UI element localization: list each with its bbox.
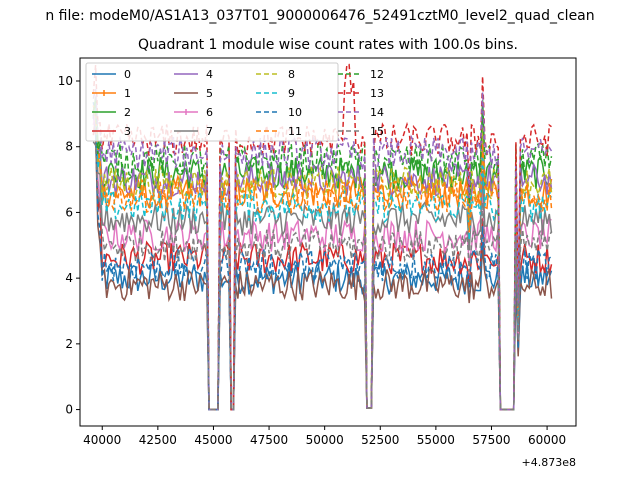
x-axis: 40000 42500 45000 47500 50000 52500 55000 57500… (83, 426, 566, 447)
x-tick-label: 60000 (528, 433, 566, 447)
y-tick-label: 2 (65, 337, 73, 351)
series-line-8 (92, 109, 553, 411)
legend-label: 12 (370, 68, 384, 81)
x-tick-label: 45000 (194, 433, 232, 447)
x-tick-label: 52500 (361, 433, 399, 447)
x-tick-label: 55000 (417, 433, 455, 447)
series-line-11 (92, 105, 553, 411)
x-tick-label: 40000 (83, 433, 121, 447)
legend-label: 15 (370, 125, 384, 138)
y-tick-label: 4 (65, 271, 73, 285)
x-tick-label: 42500 (139, 433, 177, 447)
legend-label: 6 (206, 106, 213, 119)
legend-label: 14 (370, 106, 384, 119)
series-line-4 (92, 114, 553, 411)
x-offset-text: +4.873e8 (522, 456, 576, 469)
plot-frame (79, 57, 577, 427)
legend-label: 4 (206, 68, 213, 81)
chart-title: Quadrant 1 module wise count rates with … (138, 37, 518, 53)
y-tick-label: 8 (65, 140, 73, 154)
x-tick-label: 57500 (472, 433, 510, 447)
legend-label: 10 (288, 106, 302, 119)
y-axis: 0 2 4 6 8 10 (58, 74, 80, 417)
legend-label: 1 (124, 87, 131, 100)
legend-label: 7 (206, 125, 213, 138)
legend-box (85, 62, 339, 142)
legend-label: 2 (124, 106, 131, 119)
series-line-6 (92, 113, 552, 411)
legend-label: 13 (370, 87, 384, 100)
x-tick-label: 47500 (250, 433, 288, 447)
x-tick-label: 50000 (306, 433, 344, 447)
series-line-14 (92, 89, 553, 411)
legend-label: 5 (206, 87, 213, 100)
legend-label: 9 (288, 87, 295, 100)
series-line-10 (92, 128, 552, 411)
legend-label: 0 (124, 68, 131, 81)
series-line-15 (92, 141, 553, 411)
legend-label: 3 (124, 125, 131, 138)
series-line-7 (92, 107, 553, 411)
series-line-9 (92, 107, 553, 411)
figure-suptitle: n file: modeM0/AS1A13_037T01_9000006476_… (45, 8, 594, 24)
legend-label: 11 (288, 125, 302, 138)
y-tick-label: 6 (65, 205, 73, 219)
y-tick-label: 10 (58, 74, 73, 88)
y-tick-label: 0 (65, 403, 73, 417)
legend-label: 8 (288, 68, 295, 81)
series-line-5 (93, 130, 553, 411)
